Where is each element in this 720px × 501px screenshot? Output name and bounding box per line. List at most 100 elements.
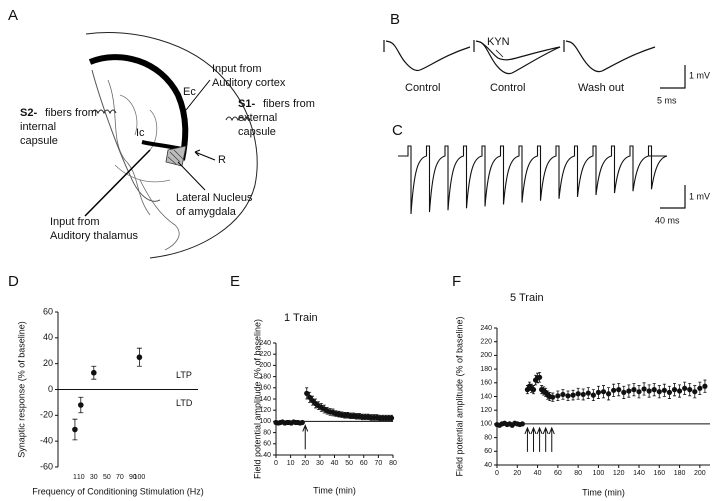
diagram-label: fibers from xyxy=(263,98,315,110)
stimulus-arrow xyxy=(530,426,537,452)
x-tick-label: 50 xyxy=(103,474,111,481)
stimulus-arrow xyxy=(542,426,549,452)
y-tick-label: 100 xyxy=(259,418,271,425)
data-point xyxy=(626,388,632,394)
diagram-label: Lateral Nucleus xyxy=(176,192,253,204)
x-tick-label: 200 xyxy=(694,470,706,477)
x-tick-label: 40 xyxy=(534,470,542,477)
data-point xyxy=(651,387,657,393)
x-tick-label: 30 xyxy=(316,460,324,467)
scale-label: 40 ms xyxy=(655,215,680,225)
data-point xyxy=(537,374,543,380)
data-point xyxy=(702,383,708,389)
data-point xyxy=(600,389,607,395)
diagram-label: S1- xyxy=(238,98,255,110)
diagram-label: Input from xyxy=(50,216,100,228)
diagram-label: Auditory thalamus xyxy=(50,230,139,242)
data-point xyxy=(682,385,688,391)
diagram-label: S2- xyxy=(20,107,37,119)
y-tick-label: 40 xyxy=(263,452,271,459)
panel-label: E xyxy=(230,273,240,290)
data-point xyxy=(595,389,602,395)
x-tick-label: 50 xyxy=(345,460,353,467)
data-point xyxy=(605,391,612,397)
y-tick-label: 220 xyxy=(259,351,271,358)
annotation: LTP xyxy=(176,370,192,380)
y-tick-label: 60 xyxy=(484,448,492,455)
data-point xyxy=(687,387,693,393)
trace-label: KYN xyxy=(487,36,510,48)
data-point xyxy=(555,393,561,399)
data-point xyxy=(550,394,556,400)
data-point xyxy=(72,426,78,433)
x-tick-label: 20 xyxy=(301,460,309,467)
data-point xyxy=(77,402,84,408)
data-point xyxy=(611,387,617,393)
x-tick-label: 140 xyxy=(633,470,645,477)
diagram-label: external xyxy=(238,112,277,124)
data-point xyxy=(676,388,683,394)
data-point xyxy=(519,421,525,427)
data-point xyxy=(299,419,305,426)
x-tick-label: 60 xyxy=(360,460,368,467)
y-tick-label: 160 xyxy=(259,385,271,392)
data-point xyxy=(565,393,571,399)
data-point xyxy=(560,391,566,398)
data-point xyxy=(646,388,652,394)
y-axis-label: Field potential amplitude (% of baseline… xyxy=(454,316,464,476)
y-tick-label: -20 xyxy=(40,410,53,420)
data-point xyxy=(304,390,310,396)
diagram-label: Ec xyxy=(183,86,196,98)
y-tick-label: 80 xyxy=(263,429,271,436)
y-tick-label: 80 xyxy=(484,434,492,441)
trace-label: Control xyxy=(405,82,440,94)
data-point xyxy=(91,369,97,376)
data-point xyxy=(631,387,637,393)
chart-title: 5 Train xyxy=(510,292,544,304)
y-tick-label: 60 xyxy=(263,441,271,448)
y-tick-label: 60 xyxy=(43,306,53,316)
data-point xyxy=(307,394,313,400)
x-tick-label: 80 xyxy=(389,460,397,467)
traces-b xyxy=(383,40,686,209)
y-tick-label: 180 xyxy=(259,373,271,380)
y-tick-label: 100 xyxy=(480,421,492,428)
x-tick-label: 160 xyxy=(653,470,665,477)
y-tick-label: 240 xyxy=(259,340,271,347)
stimulus-arrow xyxy=(536,426,543,452)
diagram-label: capsule xyxy=(20,135,58,147)
x-tick-label: 90 xyxy=(129,474,137,481)
data-point xyxy=(616,387,622,393)
x-tick-label: 80 xyxy=(574,470,582,477)
diagram-label: R xyxy=(218,154,226,166)
diagram-label: Auditory cortex xyxy=(212,77,286,89)
x-tick-label: 70 xyxy=(374,460,382,467)
x-tick-label: 100 xyxy=(134,474,146,481)
x-tick-label: 20 xyxy=(513,470,521,477)
y-tick-label: -40 xyxy=(40,436,53,446)
x-tick-label: 1 xyxy=(73,474,77,481)
data-point xyxy=(661,387,667,393)
data-point xyxy=(580,391,586,398)
scale-label: 1 mV xyxy=(689,191,710,201)
panel-label: D xyxy=(8,273,19,290)
y-tick-label: 200 xyxy=(259,362,271,369)
x-tick-label: 180 xyxy=(674,470,686,477)
data-point xyxy=(636,389,642,395)
y-tick-label: 0 xyxy=(48,384,53,394)
x-tick-label: 70 xyxy=(116,474,124,481)
trace-label: Control xyxy=(490,82,525,94)
y-tick-label: 20 xyxy=(43,358,53,368)
y-tick-label: -60 xyxy=(40,461,53,471)
trace-c xyxy=(398,145,668,215)
x-tick-label: 0 xyxy=(495,470,499,477)
y-tick-label: 120 xyxy=(480,407,492,414)
data-point xyxy=(585,390,591,396)
data-point xyxy=(570,392,576,398)
x-tick-label: 120 xyxy=(613,470,625,477)
x-tick-label: 0 xyxy=(274,460,278,467)
x-tick-label: 100 xyxy=(593,470,605,477)
y-tick-label: 120 xyxy=(259,407,271,414)
diagram-label: internal xyxy=(20,121,56,133)
